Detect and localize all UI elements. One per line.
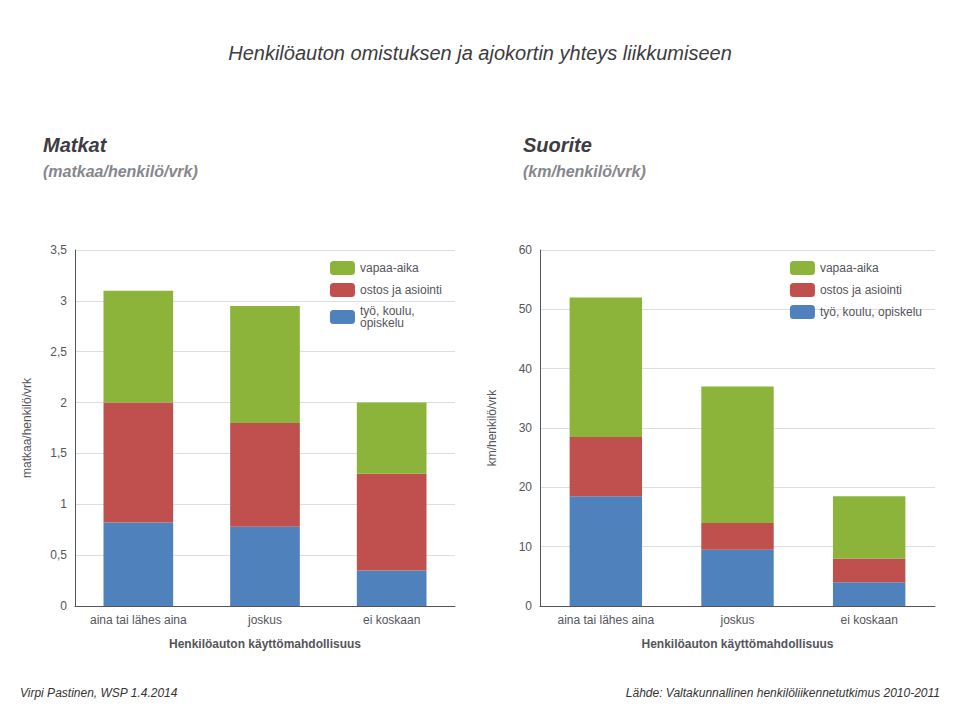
svg-text:2,5: 2,5 — [50, 345, 67, 359]
svg-text:työ, koulu,: työ, koulu, — [360, 304, 415, 318]
svg-text:vapaa-aika: vapaa-aika — [360, 261, 419, 275]
svg-text:opiskelu: opiskelu — [360, 316, 404, 330]
svg-text:Virpi Pastinen, WSP 1.4.2014: Virpi Pastinen, WSP 1.4.2014 — [20, 686, 178, 700]
svg-text:(km/henkilö/vrk): (km/henkilö/vrk) — [523, 163, 646, 180]
svg-text:joskus: joskus — [247, 613, 282, 627]
svg-text:(matkaa/henkilö/vrk): (matkaa/henkilö/vrk) — [43, 163, 198, 180]
svg-text:Suorite: Suorite — [523, 134, 592, 156]
svg-text:matkaa/henkilö/vrk: matkaa/henkilö/vrk — [20, 377, 34, 478]
svg-text:Henkilöauton omistuksen ja ajo: Henkilöauton omistuksen ja ajokortin yht… — [228, 42, 732, 64]
svg-text:1,5: 1,5 — [50, 446, 67, 460]
svg-text:aina tai lähes aina: aina tai lähes aina — [90, 613, 187, 627]
svg-text:0: 0 — [60, 599, 67, 613]
svg-text:joskus: joskus — [719, 613, 754, 627]
svg-text:Matkat: Matkat — [43, 134, 108, 156]
svg-text:30: 30 — [519, 421, 533, 435]
svg-text:ostos ja asiointi: ostos ja asiointi — [820, 283, 902, 297]
svg-text:km/henkilö/vrk: km/henkilö/vrk — [485, 389, 499, 467]
svg-text:Henkilöauton käyttömahdollisuu: Henkilöauton käyttömahdollisuus — [641, 637, 833, 651]
svg-text:20: 20 — [519, 480, 533, 494]
svg-text:0: 0 — [525, 599, 532, 613]
svg-text:aina tai lähes aina: aina tai lähes aina — [557, 613, 654, 627]
svg-text:ei koskaan: ei koskaan — [363, 613, 420, 627]
svg-text:60: 60 — [519, 243, 533, 257]
svg-text:ei koskaan: ei koskaan — [840, 613, 897, 627]
svg-text:3,5: 3,5 — [50, 243, 67, 257]
svg-text:3: 3 — [60, 294, 67, 308]
svg-text:vapaa-aika: vapaa-aika — [820, 261, 879, 275]
svg-text:40: 40 — [519, 362, 533, 376]
svg-text:työ, koulu, opiskelu: työ, koulu, opiskelu — [820, 305, 922, 319]
svg-text:0,5: 0,5 — [50, 548, 67, 562]
svg-text:10: 10 — [519, 540, 533, 554]
svg-text:2: 2 — [60, 396, 67, 410]
svg-text:ostos ja asiointi: ostos ja asiointi — [360, 283, 442, 297]
svg-text:50: 50 — [519, 302, 533, 316]
svg-text:Henkilöauton käyttömahdollisuu: Henkilöauton käyttömahdollisuus — [169, 637, 361, 651]
svg-text:Lähde: Valtakunnallinen henkil: Lähde: Valtakunnallinen henkilöliikennet… — [626, 686, 940, 700]
svg-text:1: 1 — [60, 497, 67, 511]
